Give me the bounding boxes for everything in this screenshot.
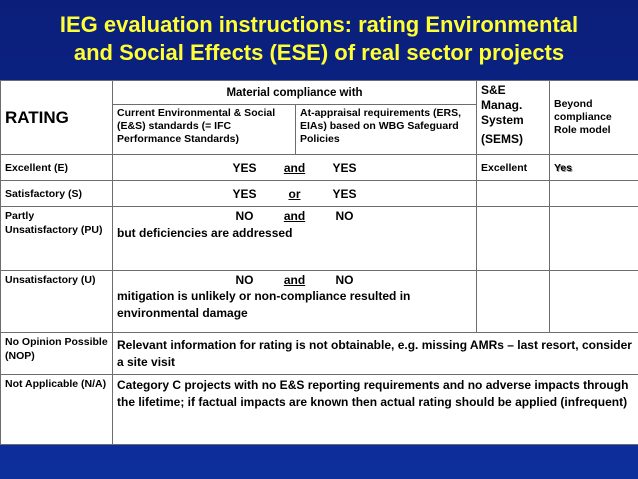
- compliance-cell: NO and NO mitigation is unlikely or non-…: [112, 270, 477, 333]
- sems-cell: Excellent: [476, 154, 550, 181]
- compliance-value-b: NO: [335, 209, 354, 223]
- row-label: Partly Unsatisfactory (PU): [0, 206, 113, 271]
- row-description: Relevant information for rating is not o…: [112, 332, 638, 375]
- compliance-note: mitigation is unlikely or non-compliance…: [117, 289, 411, 320]
- beyond-compliance-header: Beyond compliance Role model: [549, 80, 638, 155]
- row-label: Excellent (E): [0, 154, 113, 181]
- compliance-cell: YES and YES: [112, 154, 477, 181]
- beyond-cell: Yes: [549, 154, 638, 181]
- compliance-value-b: NO: [335, 273, 354, 287]
- beyond-cell: [549, 180, 638, 207]
- beyond-cell: [549, 270, 638, 333]
- compliance-operator: and: [283, 273, 306, 287]
- compliance-operator: and: [283, 209, 306, 223]
- compliance-cell: YES or YES: [112, 180, 477, 207]
- table-row: Excellent (E) YES and YES Excellent Yes: [0, 154, 638, 181]
- table-row: Not Applicable (N/A) Category C projects…: [0, 374, 638, 445]
- compliance-operator: or: [288, 186, 301, 201]
- rating-table: RATING Material compliance with S&E Mana…: [0, 80, 638, 445]
- table-row: No Opinion Possible (NOP) Relevant infor…: [0, 332, 638, 375]
- compliance-value-a: NO: [235, 273, 254, 287]
- compliance-value-a: NO: [235, 209, 254, 223]
- compliance-operator: and: [283, 160, 306, 175]
- row-label: Not Applicable (N/A): [0, 374, 113, 445]
- slide-title: IEG evaluation instructions: rating Envi…: [0, 2, 638, 76]
- sems-cell: [476, 206, 550, 271]
- slide-title-line1: IEG evaluation instructions: rating Envi…: [59, 12, 579, 37]
- es-standards-header: Current Environmental & Social (E&S) sta…: [112, 104, 296, 155]
- compliance-value-b: YES: [332, 186, 357, 201]
- compliance-value-a: YES: [232, 160, 257, 175]
- bottom-bar: [0, 466, 638, 479]
- beyond-cell: [549, 206, 638, 271]
- compliance-cell: NO and NO but deficiencies are addressed: [112, 206, 477, 271]
- row-label: Satisfactory (S): [0, 180, 113, 207]
- row-description: Category C projects with no E&S reportin…: [112, 374, 638, 445]
- table-row: Partly Unsatisfactory (PU) NO and NO but…: [0, 206, 638, 271]
- table-row: Unsatisfactory (U) NO and NO mitigation …: [0, 270, 638, 333]
- sems-cell: [476, 270, 550, 333]
- compliance-value-b: YES: [332, 160, 357, 175]
- sems-header-line2: (SEMS): [481, 132, 523, 146]
- compliance-note: but deficiencies are addressed: [117, 226, 293, 240]
- compliance-value-a: YES: [232, 186, 257, 201]
- row-label: Unsatisfactory (U): [0, 270, 113, 333]
- row-label: No Opinion Possible (NOP): [0, 332, 113, 375]
- sems-header: S&E Manag. System (SEMS): [476, 80, 550, 155]
- material-compliance-header: Material compliance with: [112, 80, 477, 105]
- slide-title-line2: and Social Effects (ESE) of real sector …: [73, 40, 565, 65]
- sems-cell: [476, 180, 550, 207]
- sems-header-line1: S&E Manag. System: [481, 83, 524, 127]
- appraisal-requirements-header: At-appraisal requirements (ERS, EIAs) ba…: [295, 104, 477, 155]
- rating-header: RATING: [0, 80, 113, 155]
- table-row: Satisfactory (S) YES or YES: [0, 180, 638, 207]
